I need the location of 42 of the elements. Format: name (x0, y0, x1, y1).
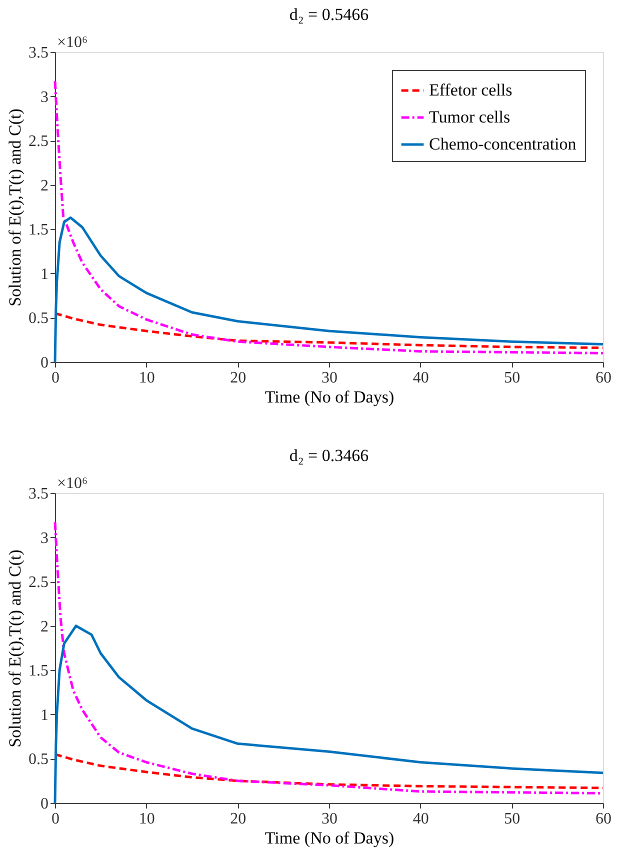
x-tick-label: 20 (230, 370, 246, 386)
x-tick-label: 60 (596, 810, 612, 828)
y-axis-title: Solution of E(t),T(t) and C(t) (6, 108, 24, 306)
y-tick-label: 2.5 (28, 133, 48, 150)
y-tick-label: 0.5 (28, 310, 48, 328)
text: ×10⁶ (57, 475, 88, 492)
x-tick-label: 20 (230, 810, 246, 828)
chart-title: d₂ = 0.3466 (289, 446, 369, 465)
x-tick-label: 30 (322, 810, 338, 828)
x-tick-label: 40 (412, 370, 429, 386)
legend-label: Effetor cells (429, 80, 512, 100)
x-tick-label: 30 (322, 370, 338, 386)
y-tick-label: 1.5 (28, 222, 48, 239)
x-tick-label: 50 (504, 370, 520, 386)
x-tick-label: 40 (412, 810, 429, 828)
x-tick-label: 10 (138, 370, 155, 386)
x-tick-label: 0 (52, 370, 60, 386)
y-tick-label: 2 (40, 618, 48, 636)
y-tick-label: 2 (40, 177, 48, 194)
y-tick-label: 1 (40, 266, 48, 283)
x-tick-label: 60 (596, 370, 612, 386)
x-tick-label: 50 (504, 810, 520, 828)
legend-label: Chemo-concentration (429, 134, 577, 154)
x-axis-title: Time (No of Days) (264, 828, 394, 848)
x-axis-title: Time (No of Days) (264, 388, 394, 406)
y-tick-label: 0 (40, 796, 48, 812)
chart-title: d₂ = 0.5466 (289, 5, 369, 24)
legend-label: Tumor cells (429, 108, 510, 126)
y-tick-label: 0 (40, 354, 48, 372)
y-tick-label: 1.5 (28, 662, 48, 680)
x-tick-label: 0 (52, 810, 60, 828)
y-tick-label: 3 (40, 530, 48, 547)
y-tick-label: 3 (40, 88, 48, 106)
line-series (54, 80, 604, 354)
x-tick-label: 10 (138, 810, 155, 828)
y-tick-label: 0.5 (28, 751, 48, 768)
y-axis-title: Solution of E(t),T(t) and C(t) (6, 550, 24, 748)
y-tick-label: 3.5 (28, 44, 48, 62)
y-tick-label: 1 (40, 706, 48, 724)
text: ×10⁶ (57, 34, 88, 51)
y-tick-label: 2.5 (28, 574, 48, 592)
y-tick-label: 3.5 (28, 486, 48, 502)
